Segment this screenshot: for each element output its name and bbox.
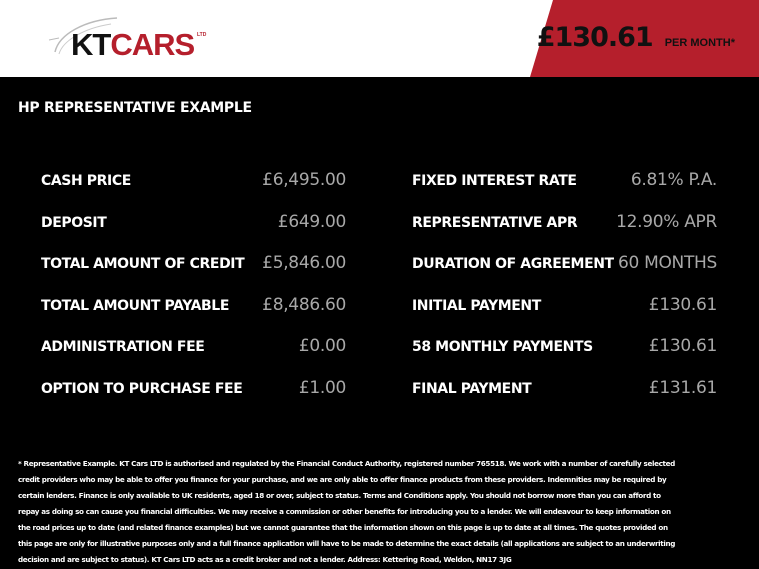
row-label: DEPOSIT xyxy=(41,214,107,231)
row-label: FIXED INTEREST RATE xyxy=(412,173,577,189)
disclaimer-footnote: * Representative Example. KT Cars LTD is… xyxy=(18,459,676,564)
kt-cars-logo[interactable]: KTCARS LTD xyxy=(45,14,215,64)
row-value: £649.00 xyxy=(277,211,347,232)
row-label: TOTAL AMOUNT PAYABLE xyxy=(41,297,229,314)
finance-row: TOTAL AMOUNT OF CREDIT £5,846.00 xyxy=(41,253,346,295)
finance-row: OPTION TO PURCHASE FEE £1.00 xyxy=(41,378,346,420)
finance-column-right: FIXED INTEREST RATE 6.81% P.A. REPRESENTA… xyxy=(412,170,717,419)
price-per-month: PER MONTH* xyxy=(664,37,735,49)
row-label: CASH PRICE xyxy=(41,173,131,189)
row-value: £1.00 xyxy=(298,377,346,398)
row-value: 12.90% APR xyxy=(616,211,717,232)
finance-row: 58 MONTHLY PAYMENTS £130.61 xyxy=(412,336,717,378)
monthly-price: £130.61 PER MONTH* xyxy=(537,22,735,53)
row-label: OPTION TO PURCHASE FEE xyxy=(41,380,243,397)
finance-row: CASH PRICE £6,495.00 xyxy=(41,170,346,212)
row-value: £5,846.00 xyxy=(262,253,346,273)
row-label: FINAL PAYMENT xyxy=(412,380,532,397)
row-value: £0.00 xyxy=(298,336,346,356)
finance-row: INITIAL PAYMENT £130.61 xyxy=(412,295,717,337)
row-value: 60 MONTHS xyxy=(617,253,717,273)
row-label: REPRESENTATIVE APR xyxy=(412,214,578,231)
price-amount: £130.61 xyxy=(536,22,654,53)
finance-row: FINAL PAYMENT £131.61 xyxy=(412,378,717,420)
row-label: DURATION OF AGREEMENT xyxy=(412,256,614,272)
price-banner xyxy=(530,0,759,77)
row-value: £130.61 xyxy=(648,336,718,356)
row-value: £131.61 xyxy=(648,377,718,398)
finance-row: DEPOSIT £649.00 xyxy=(41,212,346,254)
row-label: 58 MONTHLY PAYMENTS xyxy=(412,339,593,355)
section-title: HP REPRESENTATIVE EXAMPLE xyxy=(18,100,252,116)
finance-row: ADMINISTRATION FEE £0.00 xyxy=(41,336,346,378)
finance-row: FIXED INTEREST RATE 6.81% P.A. xyxy=(412,170,717,212)
logo-wordmark: KTCARS xyxy=(71,27,195,62)
finance-row: DURATION OF AGREEMENT 60 MONTHS xyxy=(412,253,717,295)
row-label: INITIAL PAYMENT xyxy=(412,297,541,314)
row-value: £6,495.00 xyxy=(262,170,346,190)
finance-column-left: CASH PRICE £6,495.00 DEPOSIT £649.00 TOTAL… xyxy=(41,170,346,419)
row-value: £130.61 xyxy=(648,294,718,315)
car-outline-icon xyxy=(48,17,118,55)
row-label: TOTAL AMOUNT OF CREDIT xyxy=(41,256,245,272)
logo-ltd: LTD xyxy=(197,32,207,38)
row-label: ADMINISTRATION FEE xyxy=(41,339,205,355)
finance-row: REPRESENTATIVE APR 12.90% APR xyxy=(412,212,717,254)
finance-row: TOTAL AMOUNT PAYABLE £8,486.60 xyxy=(41,295,346,337)
row-value: 6.81% P.A. xyxy=(630,170,717,190)
row-value: £8,486.60 xyxy=(262,294,346,315)
header: KTCARS LTD £130.61 PER MONTH* xyxy=(0,0,759,77)
